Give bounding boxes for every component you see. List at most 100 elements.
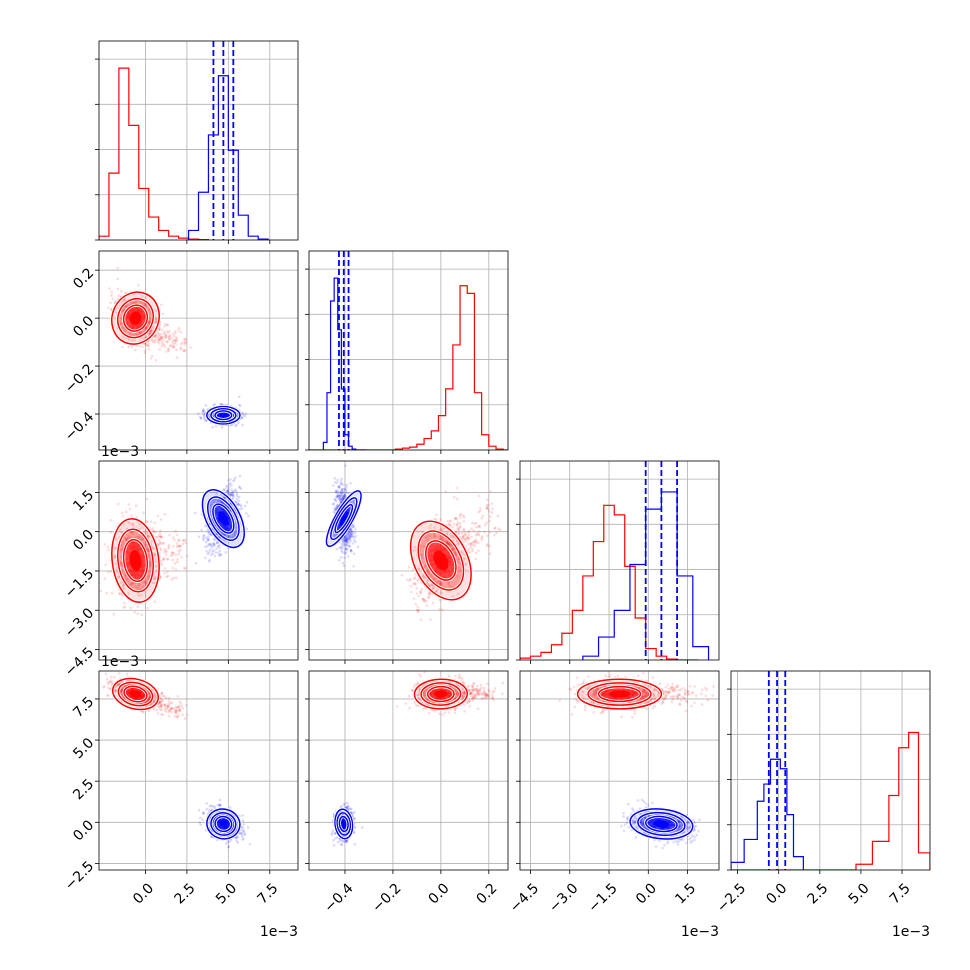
scatter-point bbox=[157, 705, 161, 708]
scatter-point bbox=[426, 570, 430, 574]
scatter-point bbox=[160, 703, 163, 707]
scatter-point bbox=[155, 338, 158, 341]
scatter-point bbox=[164, 696, 168, 700]
scatter-point bbox=[124, 537, 128, 541]
scatter-point bbox=[168, 709, 171, 713]
scatter-point bbox=[174, 529, 178, 533]
scatter-point bbox=[127, 338, 131, 341]
scatter-point bbox=[422, 575, 425, 578]
scatter-point bbox=[441, 538, 444, 542]
scatter-point bbox=[449, 544, 452, 547]
scatter-point bbox=[481, 535, 484, 538]
scatter-point bbox=[446, 520, 450, 523]
scatter-point bbox=[202, 409, 205, 412]
scatter-point bbox=[348, 537, 351, 541]
scatter-point bbox=[171, 342, 175, 345]
scatter-point bbox=[348, 541, 351, 544]
scatter-point bbox=[438, 582, 442, 586]
scatter-point bbox=[175, 715, 179, 719]
scatter-point bbox=[419, 618, 423, 621]
scatter-point bbox=[109, 675, 113, 679]
scatter-point bbox=[488, 544, 492, 548]
scatter-point bbox=[145, 520, 149, 524]
scatter-point bbox=[115, 538, 118, 542]
scatter-point bbox=[342, 496, 345, 500]
scatter-point bbox=[141, 585, 145, 588]
scatter-point bbox=[218, 804, 222, 808]
scatter-point bbox=[345, 537, 349, 541]
scatter-point bbox=[143, 349, 147, 353]
scatter-point bbox=[113, 546, 117, 550]
scatter-point bbox=[344, 538, 347, 542]
scatter-point bbox=[495, 531, 498, 535]
scatter-point bbox=[334, 490, 338, 493]
scatter-point bbox=[159, 338, 162, 342]
scatter-point bbox=[141, 345, 144, 349]
scatter-point bbox=[125, 576, 129, 580]
scatter-point bbox=[160, 704, 163, 707]
scatter-point bbox=[127, 534, 130, 538]
scatter-point bbox=[461, 535, 465, 538]
scatter-point bbox=[174, 710, 178, 713]
scatter-point bbox=[158, 542, 161, 545]
scatter-point bbox=[343, 536, 347, 539]
scatter-point bbox=[439, 518, 442, 521]
scatter-point bbox=[127, 536, 131, 540]
scatter-point bbox=[347, 545, 351, 548]
scatter-point bbox=[337, 558, 341, 562]
scatter-point bbox=[489, 552, 492, 555]
scatter-point bbox=[430, 573, 433, 577]
scatter-point bbox=[242, 823, 246, 826]
scatter-point bbox=[160, 535, 164, 539]
scatter-point bbox=[194, 561, 198, 565]
scatter-point bbox=[456, 521, 460, 524]
scatter-point bbox=[347, 491, 350, 495]
scatter-point bbox=[107, 682, 110, 686]
scatter-point bbox=[176, 706, 179, 709]
scatter-point bbox=[337, 497, 341, 500]
scatter-point bbox=[175, 576, 178, 580]
scatter-point bbox=[160, 335, 163, 339]
scatter-point bbox=[164, 549, 168, 552]
scatter-point bbox=[350, 532, 354, 535]
scatter-point bbox=[166, 704, 169, 708]
scatter-point bbox=[119, 581, 123, 584]
scatter-point bbox=[475, 532, 479, 535]
scatter-point bbox=[119, 560, 123, 564]
scatter-point bbox=[217, 544, 221, 547]
scatter-point bbox=[477, 533, 480, 536]
scatter-point bbox=[345, 540, 349, 543]
scatter-point bbox=[345, 538, 349, 541]
scatter-point bbox=[233, 489, 236, 493]
scatter-point bbox=[121, 335, 125, 339]
scatter-point bbox=[233, 531, 237, 535]
scatter-point bbox=[498, 528, 502, 532]
scatter-point bbox=[167, 337, 171, 340]
scatter-point bbox=[216, 541, 219, 545]
scatter-point bbox=[342, 496, 346, 500]
scatter-point bbox=[413, 545, 417, 549]
scatter-point bbox=[493, 526, 497, 530]
scatter-point bbox=[231, 493, 235, 496]
scatter-point bbox=[162, 550, 166, 554]
scatter-point bbox=[340, 488, 344, 491]
scatter-point bbox=[169, 707, 173, 711]
scatter-point bbox=[349, 549, 353, 553]
scatter-point bbox=[217, 551, 220, 555]
scatter-point bbox=[339, 492, 343, 496]
scatter-point bbox=[435, 589, 438, 593]
scatter-point bbox=[454, 553, 457, 556]
histogram-series-0 bbox=[99, 67, 210, 240]
scatter-point bbox=[490, 511, 494, 514]
scatter-point bbox=[468, 542, 472, 546]
scatter-point bbox=[457, 528, 461, 531]
scatter-point bbox=[144, 341, 148, 345]
scatter-point bbox=[456, 558, 459, 561]
scatter-point bbox=[339, 493, 342, 497]
scatter-point bbox=[117, 294, 121, 297]
scatter-point bbox=[226, 492, 230, 495]
scatter-point bbox=[168, 329, 171, 333]
scatter-point bbox=[160, 712, 163, 716]
scatter-point bbox=[232, 479, 235, 483]
scatter-point bbox=[160, 303, 163, 307]
